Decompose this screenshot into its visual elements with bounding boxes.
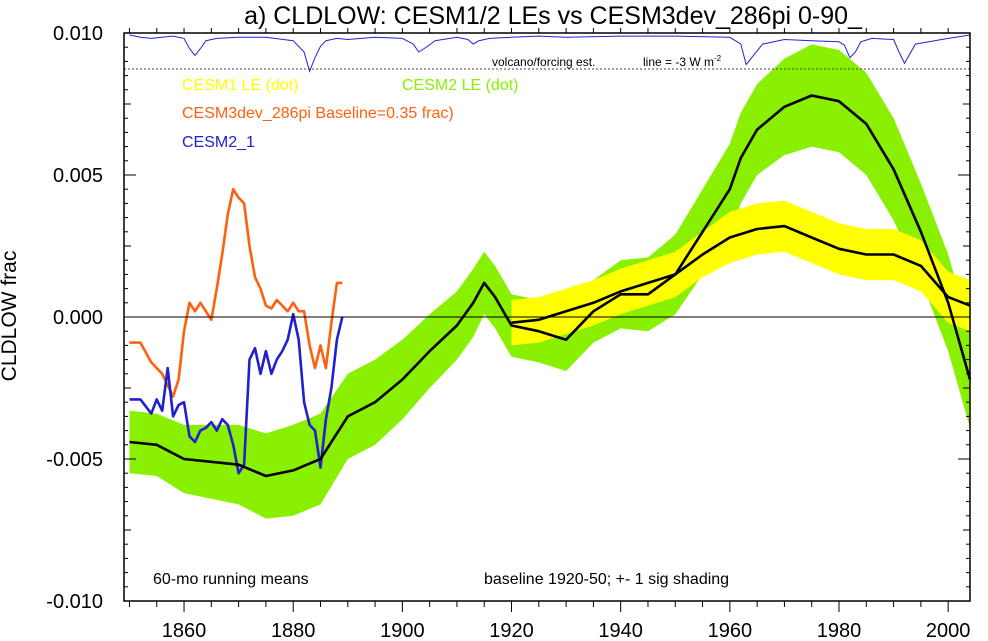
forcing-line-label: line = -3 W m-2	[643, 54, 722, 69]
y-tick-label: -0.005	[46, 449, 103, 471]
series-layer	[129, 34, 972, 478]
x-tick-label: 1940	[598, 620, 643, 641]
volcano-forcing-line	[129, 34, 971, 73]
baseline-note: baseline 1920-50; +- 1 sig shading	[484, 571, 729, 588]
cesm1-mean-line	[511, 224, 971, 324]
forcing-line-superscript: -2	[714, 54, 722, 63]
x-tick-label: 1920	[489, 620, 534, 641]
axes: 1860 1880 1900 1920 1940 1960 1980 2000 0.010 0.0…	[46, 23, 971, 641]
legend-cesm2: CESM2 LE (dot)	[402, 77, 518, 94]
legend-cesm1: CESM1 LE (dot)	[182, 77, 298, 94]
y-axis-label: CLDLOW frac	[0, 251, 21, 382]
y-tick-label: 0.000	[53, 307, 103, 329]
chart-title: a) CLDLOW: CESM1/2 LEs vs CESM3dev_286pi…	[244, 2, 863, 30]
x-tick-label: 2000	[926, 620, 971, 641]
x-tick-label: 1880	[271, 620, 316, 641]
x-tick-label: 1900	[380, 620, 425, 641]
cesm3-line	[129, 187, 343, 398]
legend-cesm2-1: CESM2_1	[182, 134, 255, 151]
cesm2-1-line	[129, 312, 344, 475]
y-tick-label: 0.005	[53, 165, 103, 187]
forcing-line-text: line = -3 W m	[643, 55, 714, 69]
running-means-note: 60-mo running means	[153, 571, 309, 588]
y-tick-label: 0.010	[53, 23, 103, 45]
x-tick-label: 1980	[817, 620, 862, 641]
cesm2-sigma-band	[129, 44, 970, 519]
legend-cesm3: CESM3dev_286pi Baseline=0.35 frac)	[182, 105, 454, 122]
x-tick-label: 1860	[162, 620, 207, 641]
cesm1-sigma-band	[511, 200, 970, 346]
y-tick-label: -0.010	[46, 591, 103, 613]
shading-layer	[129, 44, 970, 519]
x-tick-label: 1960	[708, 620, 753, 641]
cesm2-mean-line	[129, 94, 972, 478]
volcano-label: volcano/forcing est.	[492, 55, 595, 69]
